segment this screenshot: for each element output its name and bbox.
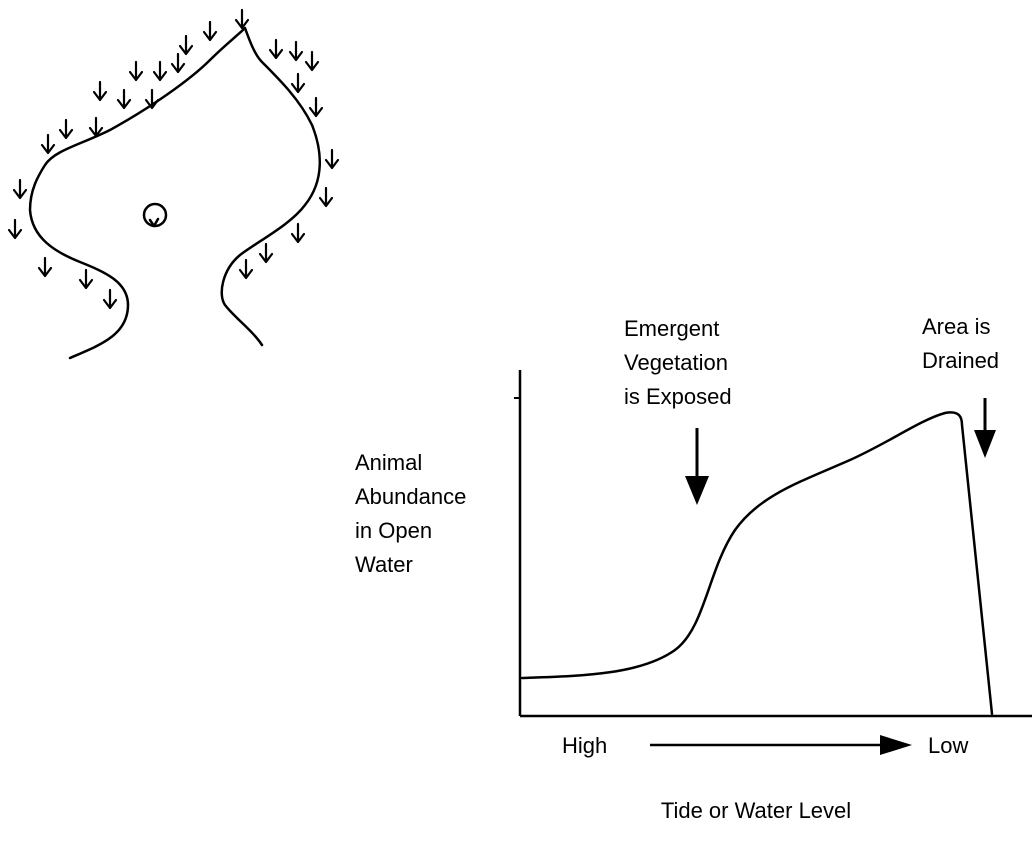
x-axis-end: Low xyxy=(928,733,968,758)
flow-arrow xyxy=(180,36,192,54)
flow-arrow xyxy=(172,54,184,72)
y-axis-label: Abundance xyxy=(355,484,466,509)
flow-arrow xyxy=(14,180,26,198)
flow-arrow xyxy=(306,52,318,70)
flow-arrow xyxy=(240,260,252,278)
flow-arrow xyxy=(270,40,282,58)
y-axis-label: Animal xyxy=(355,450,422,475)
flow-arrow xyxy=(42,135,54,153)
abundance-curve xyxy=(522,412,992,714)
x-axis-start: High xyxy=(562,733,607,758)
flow-arrow xyxy=(320,188,332,206)
flow-arrow xyxy=(236,10,248,28)
page: {"map": {}, "graph": { "y_axis_label": {… xyxy=(0,0,1032,836)
flow-arrow xyxy=(326,150,338,168)
graph: Animal Abundance in Open Water Emergent … xyxy=(355,314,1032,823)
flow-arrows xyxy=(9,10,338,308)
flow-arrow xyxy=(204,22,216,40)
flow-arrow xyxy=(80,270,92,288)
flow-arrow xyxy=(310,98,322,116)
diagram: Animal Abundance in Open Water Emergent … xyxy=(0,0,1032,836)
y-axis-label: in Open xyxy=(355,518,432,543)
annotation: Area is xyxy=(922,314,990,339)
flow-arrow xyxy=(118,90,130,108)
annotation: Drained xyxy=(922,348,999,373)
annotation: is Exposed xyxy=(624,384,732,409)
x-axis-label: Tide or Water Level xyxy=(661,798,851,823)
flow-arrow xyxy=(290,42,302,60)
flow-arrow xyxy=(154,62,166,80)
flow-arrow xyxy=(104,290,116,308)
flow-arrow xyxy=(292,74,304,92)
flow-arrow xyxy=(9,220,21,238)
y-axis-label: Water xyxy=(355,552,413,577)
flow-arrow xyxy=(260,244,272,262)
annotation-arrowhead xyxy=(685,476,709,505)
annotation: Vegetation xyxy=(624,350,728,375)
annotation: Emergent xyxy=(624,316,719,341)
flow-arrow xyxy=(146,90,158,108)
basin-sketch xyxy=(9,10,338,358)
flow-arrow xyxy=(94,82,106,100)
flow-arrow xyxy=(130,62,142,80)
direction-arrowhead xyxy=(880,735,912,755)
flow-arrow xyxy=(39,258,51,276)
flow-arrow xyxy=(292,224,304,242)
annotation-arrowhead xyxy=(974,430,996,458)
flow-arrow xyxy=(60,120,72,138)
shoreline xyxy=(30,28,320,358)
